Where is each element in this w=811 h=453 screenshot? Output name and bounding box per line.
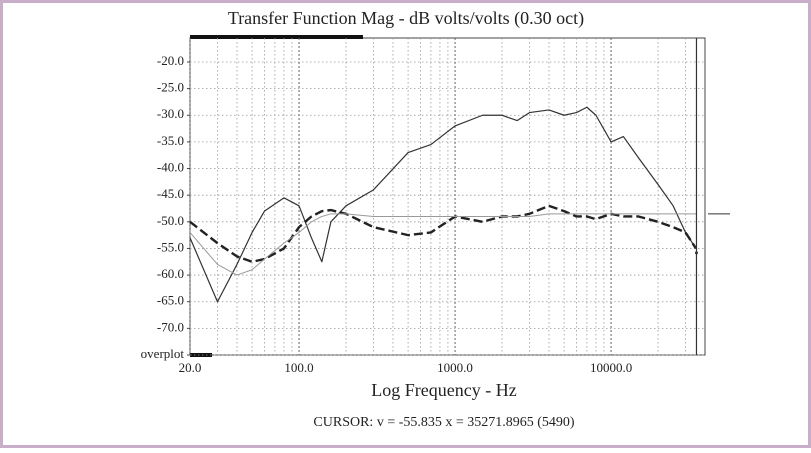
y-tick-label: -35.0 — [157, 133, 184, 148]
grid — [189, 38, 705, 356]
x-tick-label: 100.0 — [284, 360, 313, 375]
x-axis-label: Log Frequency - Hz — [371, 380, 516, 400]
chart-title: Transfer Function Mag - dB volts/volts (… — [228, 8, 584, 29]
cursor-readout: CURSOR: v = -55.835 x = 35271.8965 (5490… — [313, 415, 575, 430]
plot-area — [189, 37, 706, 356]
y-tick-label: -45.0 — [157, 186, 184, 201]
y-tick-label: -20.0 — [157, 53, 184, 68]
y-tick-label: -65.0 — [157, 293, 184, 308]
x-tick-label: 20.0 — [179, 360, 202, 375]
marks — [189, 106, 697, 303]
y-tick-label: -25.0 — [157, 80, 184, 95]
y-tick-label: -70.0 — [157, 319, 184, 334]
series-line — [189, 204, 697, 263]
y-tick-label: overplot — [141, 346, 185, 361]
cursor-point — [694, 251, 698, 255]
y-tick-label: -50.0 — [157, 213, 184, 228]
series-line — [189, 213, 696, 276]
y-tick-label: -55.0 — [157, 239, 184, 254]
scroll-indicator — [190, 35, 363, 39]
y-tick-label: -60.0 — [157, 266, 184, 281]
y-tick-label: -40.0 — [157, 160, 184, 175]
series-line — [189, 106, 697, 303]
y-tick-label: -30.0 — [157, 106, 184, 121]
x-tick-label: 1000.0 — [437, 360, 473, 375]
overplot-indicator — [190, 353, 212, 357]
x-tick-label: 10000.0 — [590, 360, 632, 375]
